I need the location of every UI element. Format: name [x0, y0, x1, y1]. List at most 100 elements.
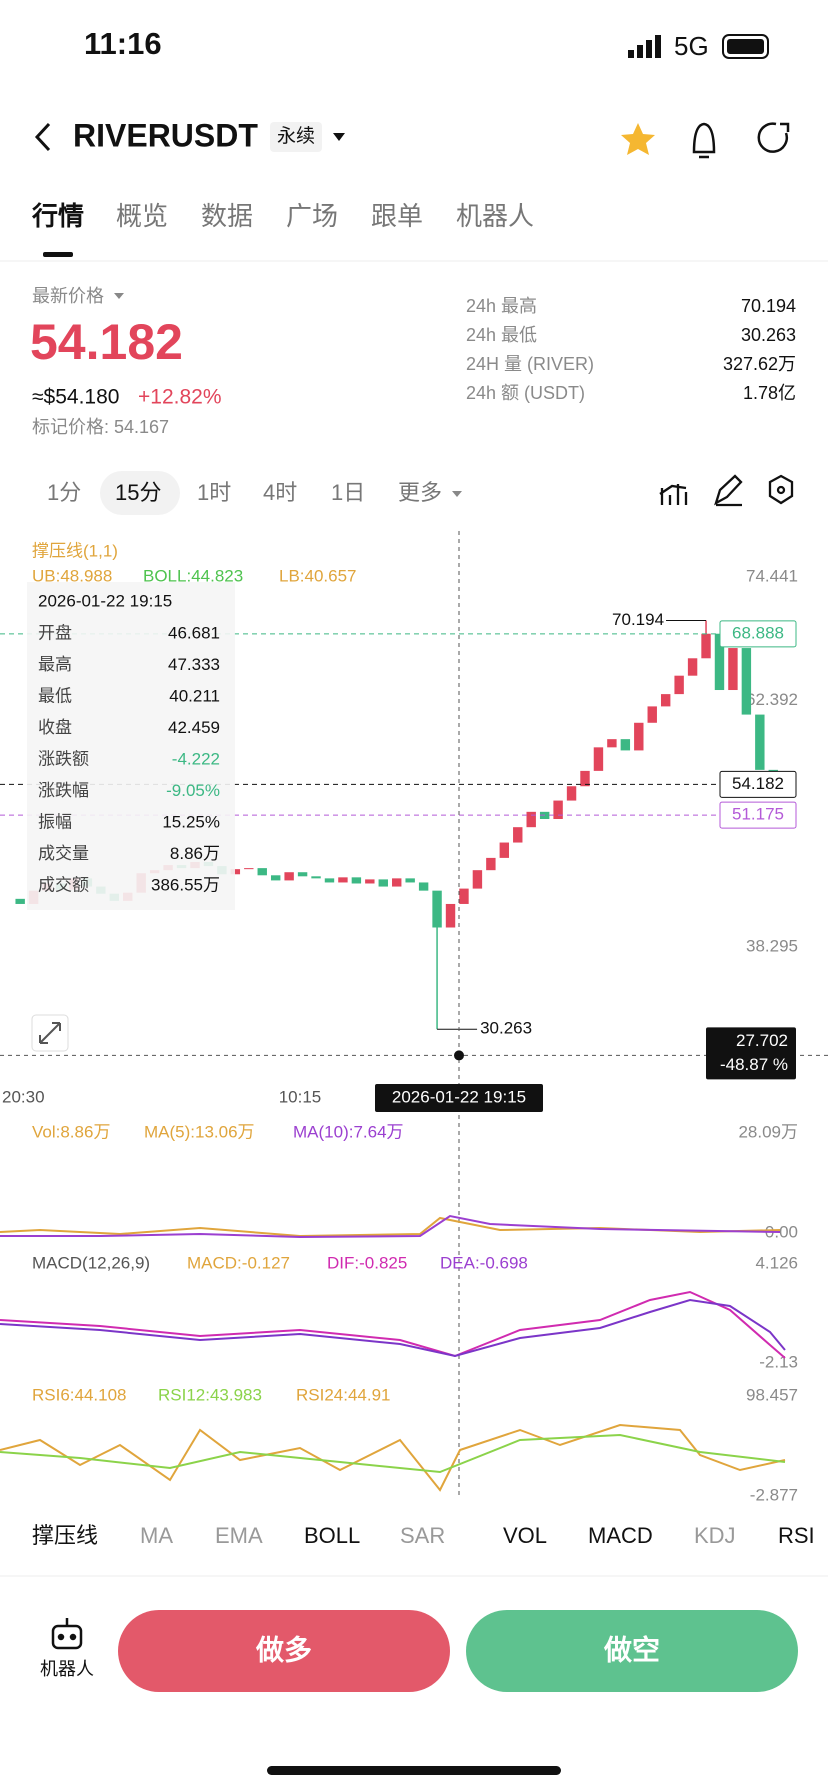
candle [270, 875, 281, 881]
stat-label: 24h 最低 [466, 325, 537, 345]
indicator-tab[interactable]: SAR [400, 1523, 445, 1548]
tooltip-value: 15.25% [162, 812, 220, 831]
interval[interactable]: 更多 [398, 480, 442, 505]
rsi-label: RSI6:44.108 [32, 1385, 127, 1404]
last-box [719, 770, 797, 798]
macd-label: MACD:-0.127 [187, 1253, 290, 1272]
battery [722, 34, 769, 59]
indicator-tab[interactable]: EMA [215, 1523, 263, 1548]
last-label: 54.182 [732, 774, 784, 793]
tab[interactable]: 概览 [116, 201, 168, 231]
cursor-change: -48.87 % [720, 1055, 788, 1074]
tooltip-label: 开盘 [38, 623, 72, 642]
tooltip-value: 40.211 [169, 686, 220, 705]
indicator-tab[interactable]: VOL [503, 1523, 547, 1548]
mark-price: 标记价格: 54.167 [32, 417, 169, 437]
high-label: 70.194 [612, 610, 664, 629]
candle [687, 658, 698, 676]
cursor-price: 27.702 [736, 1031, 788, 1050]
long-label[interactable]: 做多 [255, 1634, 312, 1665]
interval[interactable]: 15分 [115, 480, 161, 505]
rsi12 [0, 1433, 786, 1474]
tooltip-content: 2026-01-22 19:15 开盘 46.681 最高 47.333 最低 40.211… [38, 591, 220, 894]
vol-max: 28.09万 [738, 1122, 798, 1141]
stat-label: 24h 额 (USDT) [466, 383, 585, 403]
macd-panel: MACD(12,26,9) MACD:-0.127 DIF:-0.825 DEA:-0… [32, 1253, 798, 1371]
interval[interactable]: 1分 [47, 480, 81, 505]
candle [755, 714, 765, 770]
boll-ub: UB:48.988 [32, 566, 112, 585]
indicator-tab[interactable]: RSI [778, 1523, 815, 1548]
battery-level [727, 39, 764, 54]
price-change: +12.82% [138, 386, 222, 409]
candle [499, 842, 510, 858]
indicator-tab[interactable]: KDJ [694, 1523, 736, 1548]
volume-panel: Vol:8.86万 MA(5):13.06万 MA(10):7.64万 28.09万 0… [32, 1122, 798, 1241]
macd-label: MACD(12,26,9) [32, 1253, 150, 1272]
robot-icon[interactable] [51, 1618, 83, 1650]
rsi-label: RSI12:43.983 [158, 1385, 262, 1404]
robot-label[interactable]: 机器人 [40, 1659, 94, 1679]
candle [338, 877, 348, 883]
macd-max: 4.126 [755, 1253, 798, 1272]
candle [445, 903, 456, 928]
interval[interactable]: 4时 [263, 480, 297, 505]
vol-label: Vol:8.86万 [32, 1122, 110, 1141]
candle [566, 786, 577, 801]
crosshair-dot [454, 1050, 464, 1061]
candle [230, 869, 241, 875]
kline-chart[interactable]: 74.441 62.392 38.295 70.194 30.263 68.888 54.1… [0, 531, 828, 1495]
contract-badge [270, 122, 322, 152]
indicator-tab[interactable]: 撑压线 [32, 1523, 98, 1548]
mark-box [719, 801, 797, 829]
candle [593, 747, 604, 771]
tab[interactable]: 广场 [286, 201, 338, 231]
tab-bar: 行情 概览 数据 广场 跟单 机器人 [31, 201, 534, 231]
chart-tools[interactable] [659, 474, 794, 507]
tooltip-value: 8.86万 [170, 844, 220, 863]
price-label: 最新价格 [32, 286, 104, 306]
macd-dif [0, 1290, 786, 1359]
dropdown-icon [114, 293, 124, 299]
rsi-min: -2.877 [750, 1485, 798, 1504]
contract-type[interactable]: 永续 [277, 125, 315, 147]
ub-box [719, 620, 797, 648]
long-button[interactable] [118, 1610, 450, 1692]
tab[interactable]: 行情 [31, 201, 84, 231]
vol-label: MA(5):13.06万 [144, 1122, 255, 1141]
alert-bell[interactable] [692, 122, 716, 159]
tab[interactable]: 跟单 [371, 201, 423, 231]
candle [472, 870, 483, 889]
tooltip-value: 386.55万 [151, 875, 220, 894]
indicator-tab[interactable]: MACD [588, 1523, 653, 1548]
stat-value: 1.78亿 [743, 383, 796, 403]
candle [701, 633, 711, 659]
stat-label: 24H 量 (RIVER) [466, 354, 594, 374]
candle [244, 868, 254, 870]
expand-icon [39, 1022, 61, 1044]
interval[interactable]: 1日 [331, 480, 365, 505]
indicator-tab[interactable]: MA [140, 1523, 173, 1548]
stat-value: 327.62万 [723, 354, 796, 374]
candle [674, 675, 684, 695]
interval[interactable]: 1时 [197, 480, 231, 505]
short-button[interactable] [466, 1610, 798, 1692]
candle [741, 648, 752, 715]
tab[interactable]: 数据 [201, 201, 253, 231]
share-button[interactable] [757, 122, 790, 153]
candle [405, 878, 415, 883]
tooltip-value: 46.681 [168, 623, 220, 642]
y-tick-label: 62.392 [746, 690, 798, 709]
candle [257, 868, 267, 876]
symbol: RIVERUSDT [73, 117, 258, 153]
macd-label: DEA:-0.698 [440, 1253, 528, 1272]
candle [553, 800, 563, 819]
back-button[interactable] [34, 122, 51, 152]
status-time: 11:16 [84, 26, 162, 61]
favorite-star[interactable] [621, 123, 655, 155]
short-label[interactable]: 做空 [603, 1633, 660, 1665]
tab[interactable]: 机器人 [456, 201, 534, 231]
candle [311, 876, 321, 879]
dropdown-icon[interactable] [333, 133, 345, 141]
indicator-tab[interactable]: BOLL [304, 1523, 360, 1548]
